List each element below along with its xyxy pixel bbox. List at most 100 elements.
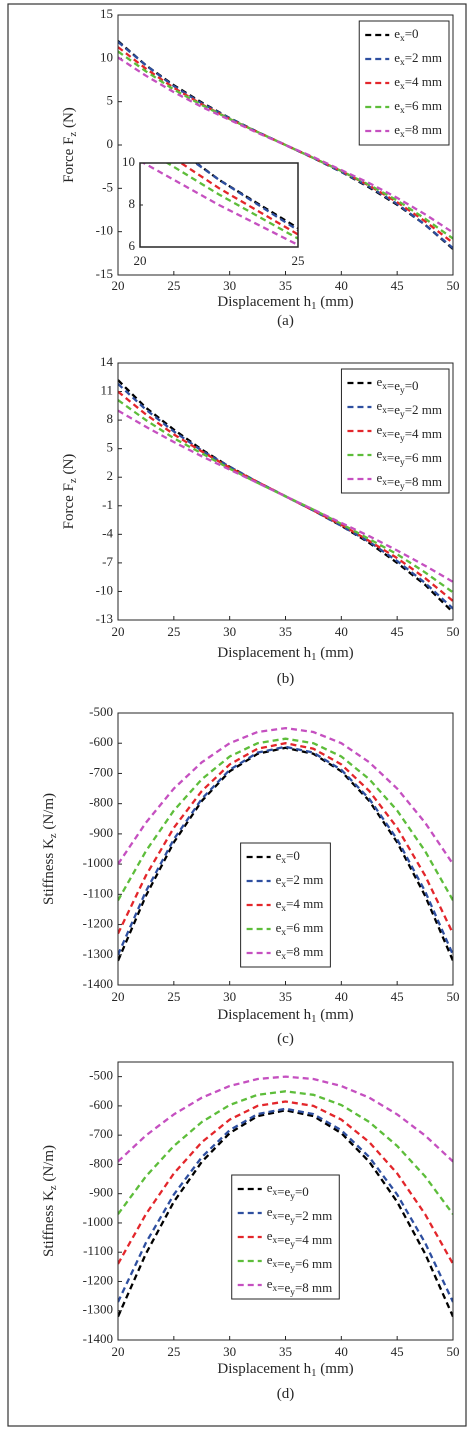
legend-item: ex=8 mm <box>246 944 323 962</box>
data-line <box>118 737 453 901</box>
legend-label: ex=0 <box>394 26 418 44</box>
axes-frame <box>117 362 454 621</box>
legend-label: ex=ey=0 <box>376 374 418 396</box>
legend-label: ex=ey=8 mm <box>267 1276 333 1298</box>
legend-item: ex=ey=6 mm <box>237 1252 333 1274</box>
legend-item: ex=ey=4 mm <box>347 422 442 444</box>
x-tick-label: 20 <box>112 278 125 293</box>
y-tick-label: 15 <box>100 6 113 21</box>
legend-item: ex=ey=6 mm <box>347 446 442 468</box>
y-tick-label: -1400 <box>83 976 113 991</box>
x-axis-label: Displacement h1 (mm) <box>217 294 353 312</box>
legend-label: ex=4 mm <box>394 74 442 92</box>
x-tick-label: 25 <box>167 989 180 1004</box>
x-tick-label: 45 <box>391 278 404 293</box>
x-tick-label: 25 <box>167 278 180 293</box>
y-tick-label: -800 <box>89 795 113 810</box>
x-tick-label: 50 <box>447 1344 460 1359</box>
y-tick-label: -15 <box>96 266 113 281</box>
legend-item: ex=6 mm <box>246 920 324 938</box>
y-tick-label: 11 <box>100 383 113 398</box>
legend-item: ex=4 mm <box>365 74 442 92</box>
legend-label: ex=8 mm <box>394 122 442 140</box>
y-tick-label: -900 <box>89 825 113 840</box>
axes-frame <box>139 162 299 248</box>
x-axis-label: Displacement h1 (mm) <box>217 1007 353 1025</box>
legend-item: ex=ey=2 mm <box>237 1204 332 1226</box>
y-tick-label: 8 <box>107 411 114 426</box>
x-axis-label: Displacement h1 (mm) <box>217 645 353 663</box>
axes-frame <box>117 14 454 276</box>
data-line <box>118 726 453 865</box>
legend-item: ex=ey=2 mm <box>347 398 442 420</box>
y-tick-label: -1400 <box>83 1331 113 1346</box>
x-tick-label: 45 <box>391 989 404 1004</box>
legend-label: ex=ey=0 <box>267 1180 309 1202</box>
y-axis-label: Force Fz (N) <box>61 107 79 183</box>
legend-item: ex=ey=0 <box>347 374 419 396</box>
x-tick-label: 25 <box>292 253 305 268</box>
x-tick-label: 20 <box>134 253 147 268</box>
y-tick-label: -1000 <box>83 855 113 870</box>
y-tick-label: -1 <box>102 497 113 512</box>
legend-item: ex=0 <box>246 848 300 866</box>
data-line <box>118 409 453 583</box>
legend-label: ex=ey=6 mm <box>376 446 442 468</box>
y-tick-label: -1100 <box>83 885 113 900</box>
y-axis-label: Stiffness Kz (N/m) <box>41 1145 59 1257</box>
y-tick-label: 5 <box>107 440 114 455</box>
y-tick-label: -1200 <box>83 1272 113 1287</box>
legend-item: ex=6 mm <box>365 98 442 116</box>
x-tick-label: 50 <box>447 624 460 639</box>
x-tick-label: 30 <box>223 278 236 293</box>
legend-label: ex=ey=2 mm <box>376 398 442 420</box>
x-tick-label: 30 <box>223 989 236 1004</box>
y-tick-label: -5 <box>102 179 113 194</box>
data-line <box>118 390 453 602</box>
y-tick-label: 8 <box>129 196 136 211</box>
legend-label: ex=ey=6 mm <box>267 1252 333 1274</box>
legend: ex=0 ex=2 mm ex=4 mm ex=6 mm ex=8 mm <box>358 20 450 146</box>
data-line <box>118 1090 453 1215</box>
x-tick-label: 45 <box>391 624 404 639</box>
y-axis-label: Stiffness Kz (N/m) <box>41 793 59 905</box>
x-tick-label: 25 <box>167 624 180 639</box>
y-tick-label: -600 <box>89 734 113 749</box>
legend-item: ex=2 mm <box>246 872 324 890</box>
x-tick-label: 20 <box>112 989 125 1004</box>
x-tick-label: 50 <box>447 278 460 293</box>
x-tick-label: 25 <box>167 1344 180 1359</box>
legend-label: ex=0 <box>276 848 300 866</box>
caption: (a) <box>277 313 294 329</box>
y-tick-label: -700 <box>89 1126 113 1141</box>
x-tick-label: 35 <box>279 1344 292 1359</box>
y-axis-label: Force Fz (N) <box>61 454 79 530</box>
legend-label: ex=2 mm <box>394 50 442 68</box>
x-tick-label: 40 <box>335 989 348 1004</box>
y-tick-label: 5 <box>107 93 114 108</box>
x-tick-label: 40 <box>335 624 348 639</box>
legend-label: ex=ey=4 mm <box>376 422 442 444</box>
x-tick-label: 35 <box>279 989 292 1004</box>
data-line <box>118 742 453 935</box>
x-tick-label: 40 <box>335 1344 348 1359</box>
y-tick-label: -1100 <box>83 1243 113 1258</box>
data-line <box>118 56 453 234</box>
caption: (c) <box>277 1031 294 1047</box>
legend-box <box>240 842 331 968</box>
y-tick-label: -800 <box>89 1155 113 1170</box>
data-line <box>118 1100 453 1265</box>
y-tick-label: -500 <box>89 704 113 719</box>
data-line <box>118 399 453 594</box>
y-tick-label: 2 <box>107 468 114 483</box>
legend-label: ex=2 mm <box>276 872 324 890</box>
y-tick-label: -1000 <box>83 1214 113 1229</box>
y-tick-label: -700 <box>89 764 113 779</box>
x-tick-label: 35 <box>279 624 292 639</box>
legend-label: ex=6 mm <box>276 920 324 938</box>
x-tick-label: 20 <box>112 624 125 639</box>
y-tick-label: 0 <box>107 136 114 151</box>
y-tick-label: -4 <box>102 525 113 540</box>
